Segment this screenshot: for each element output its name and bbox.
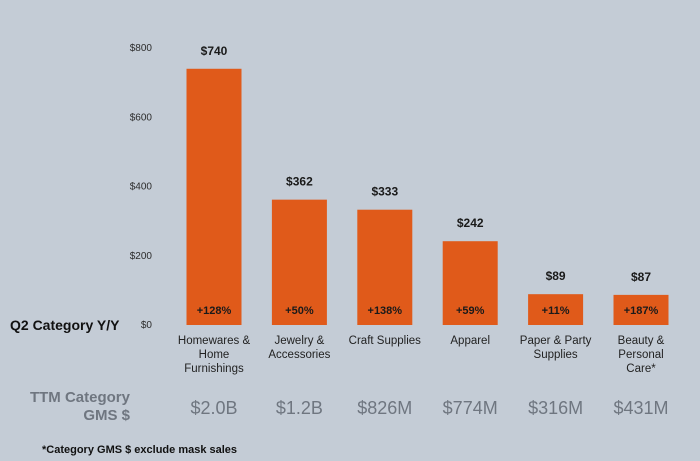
y-tick-label: $400 — [130, 182, 153, 193]
category-label: Beauty & — [618, 335, 665, 347]
bar-value-label: $740 — [201, 44, 228, 58]
bar — [613, 294, 669, 325]
gms-row-label-line-2: GMS $ — [83, 407, 130, 424]
bar — [271, 199, 327, 325]
y-axis: $0 $200 $400 $600 $800 — [130, 43, 153, 331]
yoy-label: +11% — [542, 305, 570, 317]
yoy-label: +50% — [285, 305, 314, 317]
category-labels: Homewares & Home Furnishings Jewelry & Acces… — [178, 335, 665, 375]
category-label: Homewares & — [178, 335, 251, 347]
gms-value: $2.0B — [190, 398, 237, 418]
category-label: Craft Supplies — [349, 335, 421, 347]
bar-value-label: $333 — [371, 185, 398, 199]
category-label: Home — [199, 349, 230, 361]
bar — [186, 68, 242, 326]
gms-value: $431M — [613, 398, 668, 418]
bar — [442, 241, 498, 325]
yoy-label: +59% — [456, 305, 485, 317]
category-label: Accessories — [268, 349, 330, 361]
category-label: Personal — [618, 349, 663, 361]
yoy-label: +138% — [368, 305, 403, 317]
category-label: Supplies — [534, 349, 578, 361]
category-label: Apparel — [450, 335, 490, 347]
gms-value: $1.2B — [276, 398, 323, 418]
gms-row-label-line-1: TTM Category — [30, 389, 131, 406]
category-label: Care* — [626, 363, 656, 375]
y-tick-label: $200 — [130, 251, 153, 262]
bar-value-labels: $740 $362 $333 $242 $89 $87 — [201, 44, 652, 284]
bars — [186, 68, 669, 326]
category-label: Paper & Party — [520, 335, 592, 347]
y-tick-label: $0 — [141, 320, 153, 331]
bar-value-label: $242 — [457, 216, 484, 230]
bar-value-label: $362 — [286, 175, 313, 189]
category-label: Jewelry & — [274, 335, 324, 347]
gms-value: $826M — [357, 398, 412, 418]
category-label: Furnishings — [184, 363, 244, 375]
yoy-label: +128% — [197, 305, 232, 317]
yoy-row-label: Q2 Category Y/Y — [10, 317, 120, 333]
bar-value-label: $87 — [631, 270, 651, 284]
gms-value: $774M — [443, 398, 498, 418]
gms-values: $2.0B $1.2B $826M $774M $316M $431M — [190, 398, 668, 418]
y-tick-label: $600 — [130, 112, 153, 123]
yoy-label: +187% — [624, 305, 659, 317]
bar — [357, 209, 413, 325]
footnote: *Category GMS $ exclude mask sales — [42, 444, 237, 456]
y-tick-label: $800 — [130, 43, 153, 54]
bar — [528, 294, 584, 325]
bar-value-label: $89 — [546, 269, 566, 283]
gms-value: $316M — [528, 398, 583, 418]
yoy-labels: +128% +50% +138% +59% +11% +187% — [197, 305, 659, 317]
